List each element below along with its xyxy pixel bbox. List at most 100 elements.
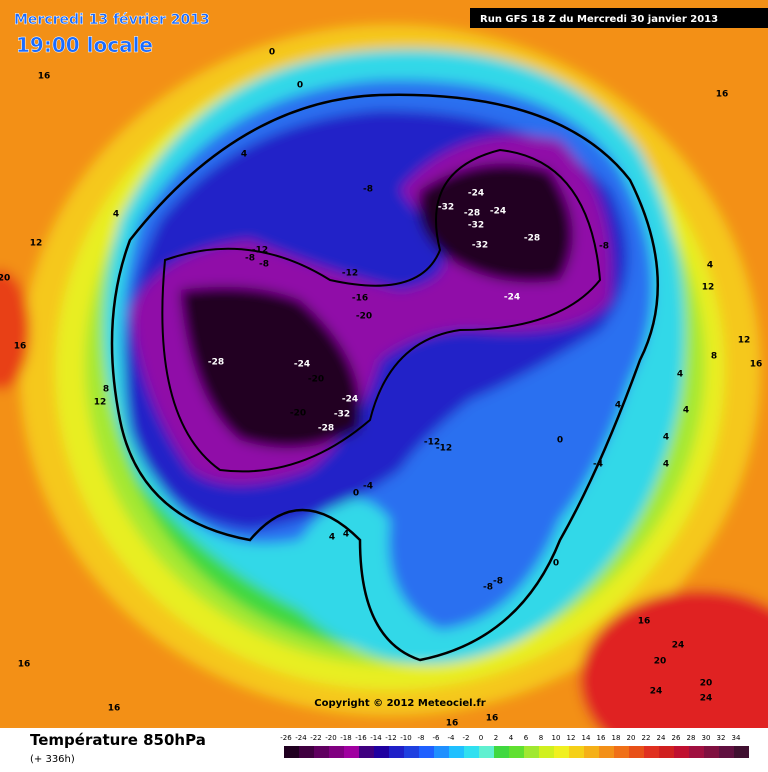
scale-label: -24 — [295, 734, 307, 742]
contour-label: 8 — [103, 385, 109, 395]
contour-label: 4 — [113, 210, 119, 220]
scale-swatch — [599, 746, 614, 758]
legend-title: Température 850hPa — [30, 731, 206, 749]
scale-swatch — [284, 746, 299, 758]
scale-label: -14 — [370, 734, 382, 742]
contour-label: 24 — [672, 641, 685, 651]
scale-label: -12 — [385, 734, 396, 742]
contour-label: 4 — [663, 460, 669, 470]
contour-label: 4 — [683, 406, 689, 416]
contour-label: -8 — [599, 242, 609, 252]
scale-label: -18 — [340, 734, 351, 742]
contour-label: -12 — [252, 246, 268, 256]
scale-label: 32 — [717, 734, 726, 742]
contour-label: -12 — [436, 444, 452, 454]
contour-label: -8 — [245, 254, 255, 264]
scale-label: -22 — [310, 734, 321, 742]
scale-label: 12 — [567, 734, 576, 742]
contour-label: 16 — [750, 360, 763, 370]
scale-label: 28 — [687, 734, 696, 742]
contour-label: -16 — [352, 294, 368, 304]
scale-swatch — [734, 746, 749, 758]
scale-swatch — [374, 746, 389, 758]
contour-label: -20 — [356, 312, 372, 322]
contour-label: 24 — [650, 687, 663, 697]
scale-swatch — [689, 746, 704, 758]
scale-label: -10 — [400, 734, 411, 742]
contour-label: 12 — [702, 283, 715, 293]
scale-swatch — [524, 746, 539, 758]
scale-swatch — [659, 746, 674, 758]
scale-label: 20 — [627, 734, 636, 742]
contour-label: 4 — [677, 370, 683, 380]
contour-label: -8 — [483, 583, 493, 593]
scale-label: -16 — [355, 734, 367, 742]
scale-label: 18 — [612, 734, 621, 742]
contour-label: -28 — [318, 424, 334, 434]
scale-swatch — [674, 746, 689, 758]
scale-label: 8 — [539, 734, 543, 742]
contour-label: 24 — [700, 694, 713, 704]
contour-label: 0 — [269, 48, 275, 58]
scale-swatch — [359, 746, 374, 758]
scale-label: -26 — [280, 734, 292, 742]
lead-time: (+ 336h) — [30, 754, 75, 765]
contour-label: -32 — [438, 203, 454, 213]
color-scale: -26 -24 -22 -20 -18 -16 -14 -12 -10 -8 -6 -4 -2 0 2 4 6 8… — [280, 734, 749, 758]
contour-label: 12 — [30, 239, 43, 249]
contour-label: -8 — [363, 185, 373, 195]
contour-label: 4 — [343, 530, 349, 540]
contour-label: -8 — [259, 260, 269, 270]
scale-label: 30 — [702, 734, 711, 742]
scale-label: 16 — [597, 734, 606, 742]
contour-label: 20 — [0, 274, 10, 284]
contour-label: -20 — [308, 375, 324, 385]
scale-swatch — [569, 746, 584, 758]
scale-swatch — [539, 746, 554, 758]
scale-swatch — [584, 746, 599, 758]
date: Mercredi 13 février 2013 — [14, 12, 210, 28]
scale-label: -6 — [433, 734, 441, 742]
contour-label: 4 — [707, 261, 713, 271]
contour-label: 16 — [638, 617, 651, 627]
scale-swatch — [314, 746, 329, 758]
contour-label: -32 — [334, 410, 350, 420]
contour-label: 0 — [353, 489, 359, 499]
contour-label: -28 — [464, 209, 480, 219]
scale-label: 34 — [732, 734, 741, 742]
run-box — [470, 8, 768, 28]
contour-label: 16 — [38, 72, 51, 82]
contour-label: 0 — [297, 81, 303, 91]
contour-label: 4 — [615, 401, 621, 411]
contour-label: -12 — [342, 269, 358, 279]
contour-label: -12 — [424, 438, 440, 448]
scale-label: 4 — [509, 734, 514, 742]
contour-label: 16 — [486, 714, 499, 724]
contour-label: -32 — [472, 241, 488, 251]
scale-swatch — [464, 746, 479, 758]
contour-label: -20 — [290, 409, 306, 419]
contour-label: 20 — [654, 657, 667, 667]
contour-label: -4 — [363, 482, 373, 492]
scale-label: 22 — [642, 734, 651, 742]
contour-label: 16 — [14, 342, 27, 352]
scale-swatch — [509, 746, 524, 758]
scale-swatch — [329, 746, 344, 758]
scale-swatch — [344, 746, 359, 758]
scale-swatch — [389, 746, 404, 758]
zero-isotherm — [110, 93, 660, 662]
copyright: Copyright © 2012 Meteociel.fr — [314, 698, 485, 709]
contour-label: -24 — [342, 395, 358, 405]
contour-label: 4 — [663, 433, 669, 443]
contour-label: 16 — [446, 719, 459, 729]
contour-label: 4 — [329, 533, 335, 543]
contour-label: 16 — [108, 704, 121, 714]
scale-label: -8 — [418, 734, 425, 742]
contour-label: 12 — [738, 336, 751, 346]
contour-label: 16 — [716, 90, 729, 100]
contour-label: -24 — [294, 360, 310, 370]
contour-label: 4 — [241, 150, 247, 160]
scale-label: 6 — [524, 734, 529, 742]
